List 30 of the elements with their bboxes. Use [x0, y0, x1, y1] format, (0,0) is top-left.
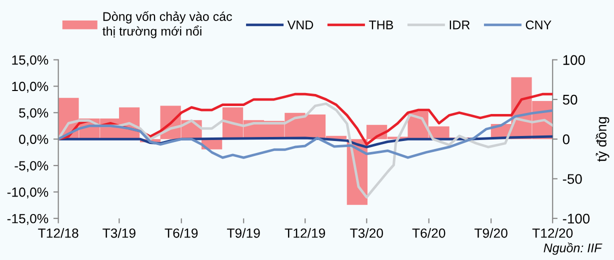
legend-label: CNY [526, 20, 552, 30]
x-tick-label: T6/20 [412, 228, 446, 238]
x-tick-label: T12/20 [532, 228, 573, 238]
line-series [58, 109, 553, 159]
x-tick-label: T3/19 [102, 228, 136, 238]
x-tick-label: T9/19 [227, 228, 260, 238]
line-series [58, 102, 553, 199]
text: Nguồn: IIF [544, 242, 602, 255]
legend-label: IDR [450, 20, 470, 30]
y-tick-label: -15,0% [7, 214, 48, 225]
y-tick-label: 10,0% [12, 82, 48, 93]
y2-tick-label: -100 [562, 214, 590, 224]
y-tick-label: -10,0% [7, 188, 48, 198]
x-tick-label: T3/20 [350, 228, 384, 238]
x-tick-label: T12/19 [284, 228, 326, 238]
y2-tick-label: 100 [563, 55, 585, 65]
x-tick-label: T9/20 [474, 228, 508, 238]
x-tick-label: T12/18 [38, 228, 78, 238]
y2-axis-title: tỷ đồng [596, 117, 610, 162]
y2-tick-label: 50 [562, 94, 578, 105]
x-tick-label: T6/19 [164, 228, 198, 238]
legend-label: VND [287, 20, 314, 30]
y-tick-label: 5,0% [19, 108, 48, 120]
legend-label: THB [368, 20, 394, 30]
legend-label: Dòng vốn chảy vào các thị trường mới nổi [102, 11, 232, 38]
y2-tick-label: 0 [562, 134, 570, 144]
y-tick-label: 0,0% [19, 134, 48, 146]
y-tick-label: 15,0% [12, 55, 48, 66]
y2-tick-label: -50 [562, 174, 582, 184]
y-tick-label: -5,0% [14, 161, 48, 172]
